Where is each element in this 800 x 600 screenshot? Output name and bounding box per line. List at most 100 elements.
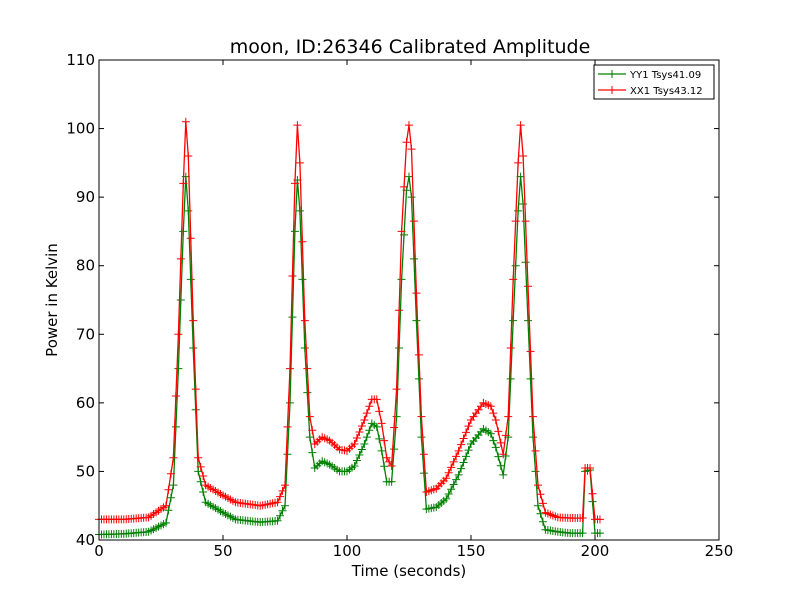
data-point (578, 514, 587, 523)
data-point (372, 395, 381, 404)
data-point (414, 374, 423, 383)
data-point (164, 485, 173, 494)
data-point (357, 422, 366, 430)
plot-frame (98, 59, 720, 541)
data-point (489, 409, 498, 418)
data-point (509, 275, 518, 284)
data-point (377, 419, 386, 428)
data-point (362, 409, 371, 418)
data-point (196, 477, 205, 486)
legend: YY1 Tsys41.09 XX1 Tsys43.12 (593, 64, 715, 100)
data-point (419, 450, 428, 459)
data-point (407, 145, 416, 154)
data-point (447, 485, 456, 494)
data-point (595, 515, 604, 524)
data-point (298, 275, 307, 284)
y-tick-label: 80 (76, 257, 95, 275)
data-point (281, 481, 289, 490)
data-point (407, 193, 416, 202)
y-tick-label: 50 (76, 462, 95, 480)
series-1 (95, 172, 604, 539)
legend-marker (608, 70, 616, 78)
data-point (179, 227, 188, 236)
data-point (194, 453, 203, 462)
data-point (184, 206, 193, 215)
data-point (380, 436, 389, 445)
data-point (501, 431, 510, 440)
data-point (390, 423, 399, 432)
data-point (402, 138, 411, 147)
data-point (536, 509, 545, 518)
data-point (514, 158, 523, 167)
data-point (380, 462, 389, 471)
data-point (519, 200, 528, 208)
data-point (352, 456, 361, 465)
data-point (164, 506, 173, 515)
data-point (578, 529, 587, 538)
data-point (352, 434, 361, 442)
data-point (362, 433, 371, 442)
data-point (285, 364, 294, 373)
y-tick-label: 40 (76, 531, 95, 549)
data-point (409, 254, 418, 263)
data-point (459, 434, 468, 443)
data-point (442, 474, 451, 483)
data-point (276, 492, 285, 501)
data-point (174, 364, 183, 373)
data-point (186, 275, 195, 284)
legend-box (593, 64, 715, 100)
chart-title: moon, ID:26346 Calibrated Amplitude (230, 36, 591, 58)
x-tick-label: 100 (333, 542, 362, 560)
data-point (355, 450, 364, 459)
data-point (417, 412, 426, 421)
data-point (516, 121, 525, 130)
data-point (382, 453, 391, 462)
data-point (166, 493, 175, 502)
data-point (405, 172, 413, 181)
legend-marker (608, 86, 616, 94)
legend-label: YY1 Tsys41.09 (629, 70, 701, 81)
data-point (447, 463, 456, 472)
data-point (186, 234, 195, 243)
data-point (171, 392, 180, 400)
data-point (360, 416, 369, 424)
data-point (444, 468, 453, 477)
data-point (181, 117, 190, 126)
data-point (365, 426, 374, 435)
data-point (509, 316, 518, 325)
data-point (161, 518, 170, 527)
data-point (449, 480, 458, 489)
x-tick-label: 150 (457, 542, 486, 560)
x-tick-label: 200 (581, 542, 610, 560)
data-point (405, 121, 413, 130)
data-point (400, 182, 409, 191)
data-point (355, 428, 364, 436)
data-point (462, 428, 471, 437)
x-tick-label: 50 (213, 542, 232, 560)
data-point (169, 453, 178, 462)
data-point (506, 344, 515, 352)
data-point (278, 506, 287, 515)
data-point (595, 529, 604, 538)
data-point (390, 445, 399, 454)
data-point (538, 517, 547, 526)
data-point (283, 422, 292, 431)
data-point (273, 516, 282, 525)
data-point (171, 422, 180, 431)
data-point (191, 385, 200, 394)
data-point (184, 152, 193, 160)
data-point (372, 422, 381, 431)
data-point (504, 412, 513, 421)
data-point (452, 475, 461, 484)
data-point (387, 461, 396, 470)
data-point (288, 313, 297, 322)
data-point (417, 433, 426, 442)
data-point (295, 158, 304, 167)
data-point (588, 489, 597, 498)
data-point (176, 254, 185, 263)
data-point (586, 464, 595, 472)
data-point (519, 152, 528, 160)
data-point (176, 296, 185, 304)
data-point (409, 217, 418, 226)
